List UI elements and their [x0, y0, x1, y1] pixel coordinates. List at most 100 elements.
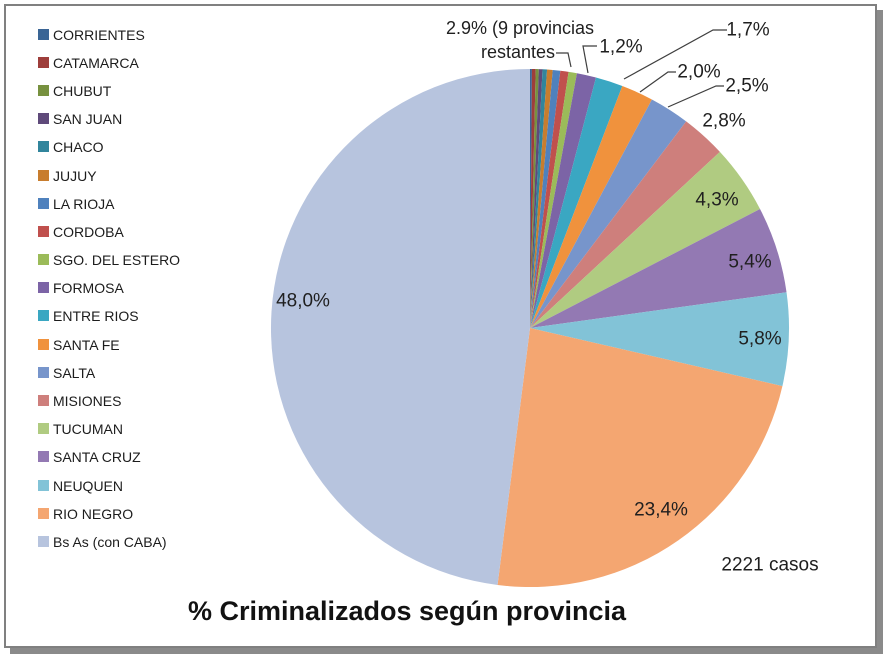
legend-label: CHACO — [53, 139, 104, 156]
data-label-bs-as-con-caba: 48,0% — [276, 291, 330, 312]
legend-label: MISIONES — [53, 393, 122, 410]
legend-swatch-icon — [38, 338, 49, 350]
legend-label: CORDOBA — [53, 223, 124, 240]
legend-item-neuquen: NEUQUEN — [38, 471, 180, 499]
data-label-santa-cruz: 5,4% — [728, 252, 771, 273]
legend-swatch-icon — [38, 479, 49, 491]
legend-item-entre-rios: ENTRE RIOS — [38, 302, 180, 330]
legend-label: CATAMARCA — [53, 54, 139, 71]
pie-slice-misiones — [530, 121, 720, 329]
frame-shadow-right — [877, 10, 883, 653]
legend-label: FORMOSA — [53, 280, 124, 297]
legend-item-sgo-del-estero: SGO. DEL ESTERO — [38, 246, 180, 274]
legend-swatch-icon — [38, 395, 49, 407]
group-callout-line1: 2.9% (9 provincias — [446, 18, 594, 38]
legend-label: SAN JUAN — [53, 111, 123, 128]
legend-label: SGO. DEL ESTERO — [53, 252, 181, 269]
data-label-tucuman: 4,3% — [695, 190, 738, 211]
legend-label: SANTA FE — [53, 336, 120, 353]
legend-swatch-icon — [38, 423, 49, 435]
legend-swatch-icon — [38, 451, 49, 463]
legend: CORRIENTES CATAMARCA CHUBUT SAN JUAN CHACO JU… — [38, 20, 180, 556]
pie-slice-cordoba — [530, 70, 569, 328]
legend-swatch-icon — [38, 28, 49, 40]
legend-item-salta: SALTA — [38, 358, 180, 386]
legend-item-corrientes: CORRIENTES — [38, 20, 180, 48]
pie-slice-chubut — [530, 69, 539, 328]
pie-slice-la-rioja — [530, 70, 561, 328]
legend-item-chubut: CHUBUT — [38, 76, 180, 104]
leader-line-entre-rios — [623, 29, 727, 80]
legend-label: CHUBUT — [53, 82, 112, 99]
pie-slice-sgo-del-estero — [530, 71, 577, 328]
pie-slice-chaco — [530, 69, 548, 329]
group-callout-line2: restantes — [481, 42, 555, 62]
leader-line-santa-fe — [639, 71, 676, 93]
legend-swatch-icon — [38, 225, 49, 237]
legend-item-chaco: CHACO — [38, 133, 180, 161]
pie-slice-san-juan — [530, 69, 543, 329]
legend-swatch-icon — [38, 197, 49, 209]
data-label-formosa: 1,2% — [599, 37, 642, 58]
pie-slice-neuquen — [530, 292, 789, 387]
legend-swatch-icon — [38, 310, 49, 322]
legend-label: SALTA — [53, 364, 96, 381]
legend-swatch-icon — [38, 141, 49, 153]
pie-slice-bs-as-con-caba — [270, 69, 530, 585]
leader-line-group — [556, 52, 572, 68]
legend-swatch-icon — [38, 507, 49, 519]
pie-slice-jujuy — [530, 69, 553, 328]
legend-label: CORRIENTES — [53, 26, 145, 43]
legend-item-jujuy: JUJUY — [38, 161, 180, 189]
legend-item-san-juan: SAN JUAN — [38, 105, 180, 133]
data-label-neuquen: 5,8% — [738, 329, 781, 350]
data-label-entre-rios: 1,7% — [726, 20, 769, 41]
legend-item-misiones: MISIONES — [38, 386, 180, 414]
legend-item-rio-negro: RIO NEGRO — [38, 499, 180, 527]
legend-label: TUCUMAN — [53, 421, 123, 438]
legend-item-santa-fe: SANTA FE — [38, 330, 180, 358]
legend-label: JUJUY — [53, 167, 97, 184]
legend-label: ENTRE RIOS — [53, 308, 139, 325]
data-label-rio-negro: 23,4% — [634, 500, 688, 521]
pie-slice-tucuman — [530, 151, 761, 328]
legend-swatch-icon — [38, 366, 49, 378]
legend-label: RIO NEGRO — [53, 505, 134, 522]
legend-label: NEUQUEN — [53, 477, 124, 494]
legend-swatch-icon — [38, 113, 49, 125]
pie-slice-santa-cruz — [530, 208, 787, 328]
pie-slice-entre-rios — [530, 77, 623, 328]
pie-slice-rio-negro — [497, 328, 783, 588]
legend-swatch-icon — [38, 254, 49, 266]
legend-swatch-icon — [38, 169, 49, 181]
legend-item-formosa: FORMOSA — [38, 274, 180, 302]
leader-line-formosa — [582, 45, 597, 74]
legend-swatch-icon — [38, 282, 49, 294]
pie-slice-catamarca — [530, 69, 536, 328]
data-label-salta: 2,5% — [725, 76, 768, 97]
legend-swatch-icon — [38, 84, 49, 96]
pie-slice-salta — [530, 99, 687, 329]
legend-item-santa-cruz: SANTA CRUZ — [38, 443, 180, 471]
pie-slice-santa-fe — [530, 86, 652, 328]
legend-item-cordoba: CORDOBA — [38, 217, 180, 245]
data-label-santa-fe: 2,0% — [677, 62, 720, 83]
legend-item-tucuman: TUCUMAN — [38, 415, 180, 443]
legend-label: Bs As (con CABA) — [53, 533, 167, 550]
legend-label: LA RIOJA — [53, 195, 115, 212]
leader-line-salta — [667, 85, 724, 108]
chart-title: % Criminalizados según provincia — [187, 596, 627, 626]
pie-slice-formosa — [530, 73, 596, 328]
total-cases-annotation: 2221 casos — [721, 555, 818, 576]
legend-item-bs-as-con-caba: Bs As (con CABA) — [38, 527, 180, 555]
frame-shadow-bottom — [10, 648, 883, 654]
data-label-misiones: 2,8% — [702, 111, 745, 132]
legend-item-catamarca: CATAMARCA — [38, 48, 180, 76]
legend-swatch-icon — [38, 535, 49, 547]
legend-item-la-rioja: LA RIOJA — [38, 189, 180, 217]
legend-swatch-icon — [38, 56, 49, 68]
legend-label: SANTA CRUZ — [53, 449, 141, 466]
pie-slice-corrientes — [530, 69, 532, 328]
